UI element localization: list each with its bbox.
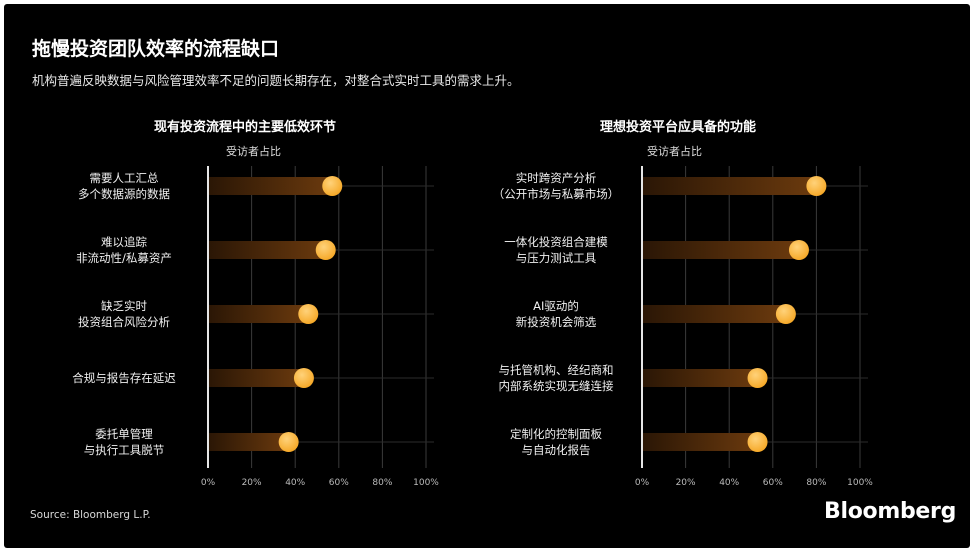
right-dot [775,304,796,324]
category-label-line: 难以追踪 [101,235,147,249]
right-bar [642,177,817,195]
right-category-label: 一体化投资组合建模 与压力测试工具 [471,234,641,266]
category-label-line: 与压力测试工具 [515,251,597,265]
right-tick-label: 40% [719,478,739,488]
category-label-line: AI驱动的 [533,299,579,313]
left-category-label: 缺乏实时投资组合风险分析 [39,298,209,330]
right-tick-label: 100% [847,478,873,488]
category-label-line: （公开市场与私募市场） [492,187,620,201]
right-category-label: AI驱动的新投资机会筛选 [471,298,641,330]
category-label-line: 委托单管理 [95,427,153,441]
left-category-label: 委托单管理与执行工具脱节 [39,426,209,458]
category-label-line: 新投资机会筛选 [515,315,597,329]
right-category-label: 与托管机构、经纪商和 内部系统实现无缝连接 [471,362,641,394]
category-label-line: 缺乏实时 [101,299,147,313]
category-label-line: 内部系统实现无缝连接 [498,379,614,393]
left-tick-label: 80% [372,478,392,488]
right-category-label: 定制化的控制面板 与自动化报告 [471,426,641,458]
right-tick-label: 0% [635,478,650,488]
category-label-line: 非流动性/私募资产 [76,251,172,265]
left-dot [315,240,336,260]
left-tick-label: 40% [285,478,305,488]
category-label-line: 需要人工汇总 [89,171,159,185]
right-tick-label: 80% [806,478,826,488]
chart-canvas: 拖慢投资团队效率的流程缺口 机构普遍反映数据与风险管理效率不足的问题长期存在，对… [4,4,970,548]
right-bar [642,433,758,451]
left-bar [208,305,309,323]
left-dot [322,176,343,196]
left-tick-label: 0% [201,478,216,488]
right-bar [642,305,786,323]
right-tick-label: 20% [676,478,696,488]
right-tick-label: 60% [763,478,783,488]
right-axis-caption: 受访者占比 [647,145,702,158]
right-dot [788,240,809,260]
category-label-line: 投资组合风险分析 [78,315,170,329]
left-tick-label: 20% [242,478,262,488]
left-dot [298,304,319,324]
left-dot [293,368,314,388]
left-bar [208,241,326,259]
right-dot [806,176,827,196]
left-axis-caption: 受访者占比 [226,145,281,158]
right-dot [747,432,768,452]
page-subtitle: 机构普遍反映数据与风险管理效率不足的问题长期存在，对整合式实时工具的需求上升。 [32,73,520,88]
left-tick-label: 60% [329,478,349,488]
right-dot [747,368,768,388]
category-label-line: 一体化投资组合建模 [504,235,608,249]
category-label-line: 合规与报告存在延迟 [72,371,176,385]
left-tick-label: 100% [413,478,439,488]
category-label-line: 定制化的控制面板 [510,427,602,441]
charts-svg: 0% 20% 40% 60% 80% 100% 0% 20% 40% 60% 80% 100% [201,166,873,488]
category-label-line: 实时跨资产分析 [515,171,597,185]
left-bar [208,177,333,195]
right-bar [642,369,758,387]
left-category-label: 难以追踪非流动性/私募资产 [39,234,209,266]
left-category-label: 合规与报告存在延迟 [39,370,209,386]
category-label-line: 多个数据源的数据 [78,187,170,201]
category-label-line: 与自动化报告 [521,443,591,457]
left-category-label: 需要人工汇总 多个数据源的数据 [39,170,209,202]
source-note: Source: Bloomberg L.P. [30,509,151,521]
right-category-label: 实时跨资产分析 （公开市场与私募市场） [471,170,641,202]
left-bar [208,369,304,387]
bloomberg-logo: Bloomberg [824,499,957,524]
left-bar [208,433,289,451]
left-dot [278,432,299,452]
right-chart-title: 理想投资平台应具备的功能 [600,120,757,135]
left-chart-title: 现有投资流程中的主要低效环节 [154,120,337,135]
right-bar [642,241,799,259]
category-label-line: 与执行工具脱节 [83,443,165,457]
page-title: 拖慢投资团队效率的流程缺口 [32,38,280,60]
category-label-line: 与托管机构、经纪商和 [498,363,614,377]
